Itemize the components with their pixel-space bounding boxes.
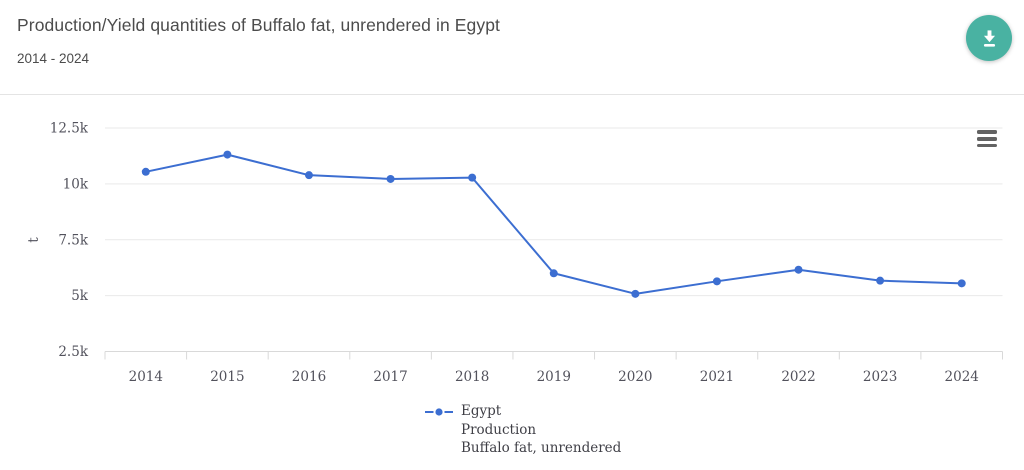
chart-area: 12.5k 10k 7.5k 5k 2.5k 2014 2015 2016 2017 2018 20…	[0, 95, 1024, 470]
x-axis-tick-label: 2019	[537, 369, 571, 385]
data-point-2017[interactable]	[386, 174, 395, 183]
y-axis-unit-label: t	[26, 237, 42, 243]
legend-line-element: Production	[461, 421, 537, 438]
hamburger-menu-icon	[976, 130, 998, 148]
data-point-2016[interactable]	[304, 171, 313, 180]
x-axis-tick-label: 2021	[700, 369, 734, 385]
hamburger-bar	[977, 137, 997, 141]
legend-text-block: Egypt Production Buffalo fat, unrendered	[461, 402, 621, 458]
data-point-2021[interactable]	[712, 277, 721, 286]
data-point-2019[interactable]	[549, 269, 558, 278]
y-axis-tick-label: 7.5k	[58, 232, 88, 248]
y-axis-tick-label: 5k	[71, 288, 89, 304]
chart-legend[interactable]: Egypt Production Buffalo fat, unrendered	[425, 402, 621, 458]
download-icon	[983, 29, 995, 47]
data-point-2022[interactable]	[794, 265, 803, 274]
chart-context-menu-button[interactable]	[976, 130, 998, 151]
x-axis-tick-label: 2014	[129, 369, 163, 385]
y-axis-tick-label: 2.5k	[58, 344, 88, 360]
x-axis-tick-label: 2022	[781, 369, 815, 385]
data-point-2014[interactable]	[141, 167, 150, 176]
download-button[interactable]	[966, 15, 1012, 61]
y-axis-tick-label: 12.5k	[50, 121, 89, 137]
hamburger-bar	[977, 130, 997, 134]
chart-title: Production/Yield quantities of Buffalo f…	[17, 15, 501, 35]
y-axis-tick-label: 10k	[63, 176, 89, 192]
x-axis-tick-label: 2024	[945, 369, 979, 385]
x-axis-tick-label: 2023	[863, 369, 897, 385]
x-axis-tick-label: 2015	[210, 369, 244, 385]
data-point-2020[interactable]	[631, 289, 640, 298]
x-axis-tick-label: 2020	[618, 369, 652, 385]
chart-canvas: 12.5k 10k 7.5k 5k 2.5k 2014 2015 2016 2017 2018 20…	[26, 121, 1003, 385]
legend-line-item: Buffalo fat, unrendered	[461, 440, 622, 456]
x-axis-tick-label: 2018	[455, 369, 489, 385]
data-point-2018[interactable]	[468, 173, 477, 182]
chart-header: Production/Yield quantities of Buffalo f…	[0, 0, 1024, 95]
x-axis-tick-label: 2016	[292, 369, 326, 385]
data-point-2024[interactable]	[957, 279, 966, 288]
data-point-2023[interactable]	[876, 276, 885, 285]
data-point-2015[interactable]	[223, 150, 232, 159]
hamburger-bar	[977, 143, 997, 148]
chart-subtitle: 2014 - 2024	[17, 51, 90, 66]
line-dot-marker-icon	[425, 408, 453, 416]
x-axis-tick-label: 2017	[373, 369, 407, 385]
legend-line-country: Egypt	[461, 403, 502, 419]
